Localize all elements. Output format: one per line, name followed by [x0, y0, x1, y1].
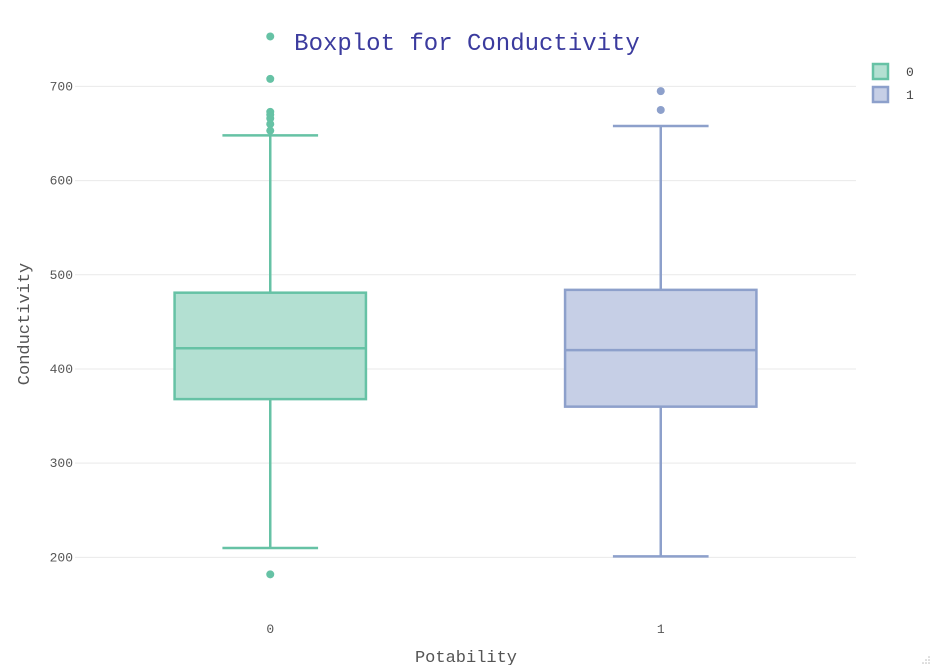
box-iqr: [173, 291, 368, 401]
outlier-point: [266, 570, 275, 579]
outlier-point: [266, 74, 275, 83]
resize-grip-icon[interactable]: [922, 656, 930, 664]
y-tick-label: 200: [50, 550, 73, 565]
outlier-point: [656, 87, 665, 96]
chart-title: Boxplot for Conductivity: [294, 31, 640, 58]
y-tick-label: 300: [50, 456, 73, 471]
legend-item-1[interactable]: 1: [871, 85, 914, 104]
y-tick-label: 600: [50, 174, 73, 189]
y-tick-label: 400: [50, 362, 73, 377]
outlier-point: [266, 126, 275, 135]
legend-label: 0: [906, 65, 914, 80]
box-series-1: [563, 87, 758, 558]
legend-swatch: [871, 62, 890, 81]
x-tick-label: 1: [657, 622, 665, 637]
outlier-point: [656, 105, 665, 114]
y-tick-labels: 200 300 400 500 600 700: [50, 79, 73, 565]
legend-label: 1: [906, 88, 914, 103]
legend: 01: [871, 62, 914, 104]
legend-swatch: [871, 85, 890, 104]
box-series-0: [173, 32, 368, 579]
legend-item-0[interactable]: 0: [871, 62, 914, 81]
x-axis-title: Potability: [415, 649, 517, 665]
y-tick-label: 700: [50, 79, 73, 94]
y-axis-title: Conductivity: [16, 263, 35, 385]
outlier-point: [266, 32, 275, 41]
x-tick-label: 0: [266, 622, 274, 637]
boxes: [173, 32, 758, 579]
box-iqr: [563, 288, 758, 408]
outlier-point: [266, 114, 275, 123]
y-tick-label: 500: [50, 268, 73, 283]
outlier-point: [266, 120, 275, 129]
